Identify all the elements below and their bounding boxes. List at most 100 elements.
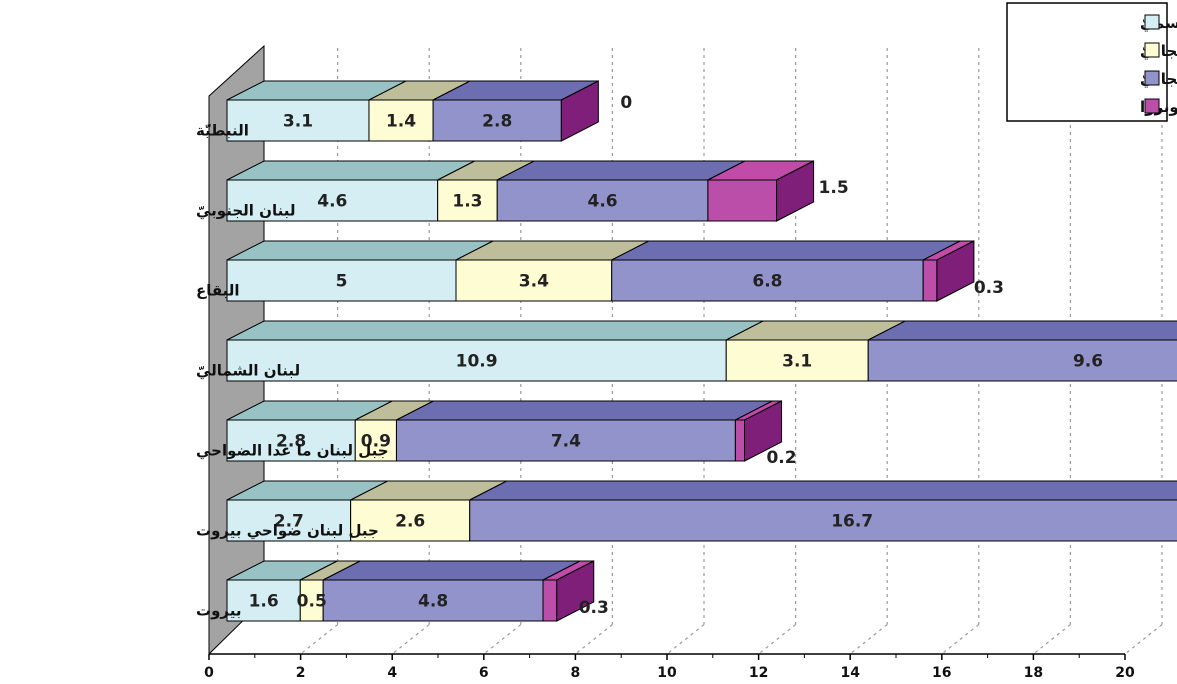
bar-segment	[226, 80, 407, 142]
bar-segment	[226, 160, 475, 222]
bar-front	[922, 259, 938, 302]
bar-front	[437, 179, 498, 222]
unrwa-value-label: 0.3	[974, 278, 1004, 298]
gridline-floor	[483, 624, 522, 655]
x-tick-label: 4	[387, 665, 397, 681]
bar-segment	[368, 80, 471, 142]
bar-value-label: 4.6	[317, 192, 347, 212]
bar-top	[469, 480, 1177, 501]
bar-segment	[322, 560, 581, 622]
bar-front	[432, 99, 562, 142]
bar-value-label: 0.5	[297, 592, 327, 612]
bar-segment	[226, 560, 338, 622]
gridline-floor	[1124, 624, 1163, 655]
bar-front	[226, 499, 352, 542]
bar-front	[734, 419, 746, 462]
x-tick-label: 8	[571, 665, 581, 681]
bar-value-label: 2.8	[482, 112, 512, 132]
x-tick-label: 10	[657, 665, 677, 681]
bar-segment	[437, 160, 535, 222]
bar-top	[226, 240, 494, 261]
unrwa-value-label: 1.5	[819, 178, 849, 198]
bar-top	[396, 400, 773, 421]
x-tick-label: 20	[1115, 665, 1135, 681]
bar-side	[560, 80, 599, 142]
bar-side	[936, 240, 975, 302]
bar-top	[226, 160, 475, 181]
bar-front	[322, 579, 544, 622]
gridline-floor	[1033, 624, 1071, 655]
bar-value-label: 2.7	[274, 512, 304, 532]
bar-front	[496, 179, 709, 222]
bar-value-label: 4.6	[587, 192, 617, 212]
legend-box	[1006, 2, 1168, 122]
unrwa-value-label: 0.2	[766, 448, 796, 468]
bar-value-label: 4.8	[418, 592, 448, 612]
bar-value-label: 7.4	[551, 432, 581, 452]
bar-front	[226, 579, 301, 622]
bar-segment	[542, 560, 594, 622]
bar-front	[226, 99, 370, 142]
x-axis: 0 2 4 6 8 10 12 14 16 18 20	[204, 653, 1135, 681]
bar-value-label: 5	[336, 272, 348, 292]
bar-segment	[226, 240, 494, 302]
category-label: جبل لبنان ضواحي بيروت	[196, 522, 379, 540]
bar-segment	[469, 480, 1177, 542]
data-labels: 3.1 1.4 2.8 0 4.6 1.3 4.6 1.5 5 3.4 6.8 0.3 10.9 3.1 9…	[249, 93, 1104, 618]
bar-value-label: 0.9	[361, 432, 391, 452]
unrwa-value-label: 0.3	[579, 598, 609, 618]
bar-segment	[226, 400, 393, 462]
legend: رسميّخاص مجانيّخاص غير مجانيّخاص اونروا	[1006, 2, 1177, 122]
category-label: البقاع	[196, 282, 240, 300]
x-tick-label: 18	[1024, 665, 1043, 681]
category-label: بيروت	[196, 602, 241, 620]
bar-front	[455, 259, 613, 302]
bar-value-label: 16.7	[831, 512, 873, 532]
bar-front	[707, 179, 778, 222]
bar-side	[556, 560, 595, 622]
gridline-floor	[575, 624, 613, 655]
bar-front	[350, 499, 471, 542]
category-label: لبنان الشماليّ	[196, 362, 300, 380]
bar-segment	[922, 240, 975, 302]
legend-swatch	[1144, 98, 1160, 114]
bar-front	[354, 419, 397, 462]
bars	[226, 80, 1177, 622]
bar-segment	[395, 400, 773, 462]
bar-top	[226, 320, 764, 341]
bar-front	[226, 419, 356, 462]
bar-segment	[867, 320, 1177, 382]
bar-segment	[432, 80, 599, 142]
bar-segment	[350, 480, 507, 542]
x-tick-label: 6	[479, 665, 489, 681]
bar-segment	[725, 320, 906, 382]
bar-top	[496, 160, 746, 181]
legend-swatch	[1144, 14, 1160, 30]
bar-segment	[299, 560, 361, 622]
bar-segment	[354, 400, 434, 462]
unrwa-value-label: 0	[620, 93, 632, 113]
bar-segment	[611, 240, 961, 302]
bar-side	[776, 160, 815, 222]
x-tick-label: 2	[296, 665, 306, 681]
bar-front	[611, 259, 924, 302]
gridline-floor	[849, 624, 888, 655]
bar-value-label: 3.1	[782, 352, 812, 372]
gridline-floor	[391, 624, 430, 655]
bar-top	[322, 560, 581, 581]
gridline-floor	[300, 624, 338, 655]
bar-front	[469, 499, 1177, 542]
legend-swatch	[1144, 42, 1160, 58]
bar-value-label: 10.9	[456, 352, 498, 372]
bar-value-label: 1.6	[249, 592, 279, 612]
x-tick-label: 14	[840, 665, 860, 681]
bar-value-label: 3.4	[519, 272, 549, 292]
bar-value-label: 9.6	[1073, 352, 1103, 372]
bar-top	[611, 240, 961, 261]
x-tick-label: 12	[749, 665, 768, 681]
bar-segment	[496, 160, 746, 222]
category-label: النبطيّة	[196, 122, 249, 140]
gridline-floor	[941, 624, 980, 655]
bar-value-label: 2.8	[276, 432, 306, 452]
